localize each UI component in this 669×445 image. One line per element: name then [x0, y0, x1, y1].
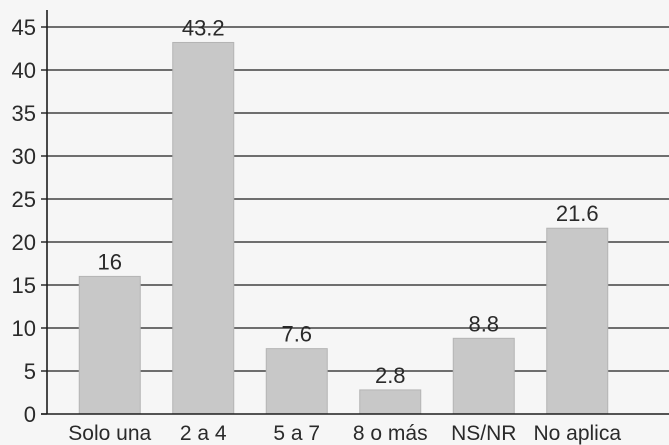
- data-labels: 16 43.2 7.6 2.8 8.8 21.6: [98, 15, 599, 387]
- y-tick-label: 25: [12, 187, 36, 212]
- data-label: 21.6: [556, 201, 599, 226]
- y-tick-label: 35: [12, 101, 36, 126]
- data-label: 2.8: [375, 363, 406, 388]
- y-tick-label: 5: [24, 359, 36, 384]
- y-tick-label: 10: [12, 316, 36, 341]
- bar-1: [172, 41, 235, 415]
- y-tick-label: 15: [12, 273, 36, 298]
- gridlines: [47, 26, 669, 372]
- y-tick-label: 20: [12, 230, 36, 255]
- x-category-label: 2 a 4: [180, 422, 227, 445]
- data-label: 16: [98, 249, 122, 274]
- data-label: 8.8: [468, 311, 499, 336]
- data-label: 43.2: [182, 15, 225, 40]
- x-category-label: 5 a 7: [273, 422, 320, 445]
- data-label: 7.6: [281, 322, 312, 347]
- bar-3: [359, 389, 422, 415]
- bar-0: [78, 275, 141, 415]
- x-category-label: 8 o más: [353, 422, 428, 445]
- y-tick-label: 0: [24, 402, 36, 427]
- y-tick-label: 40: [12, 58, 36, 83]
- y-tick-label: 30: [12, 144, 36, 169]
- bar-5: [546, 227, 609, 415]
- x-category-label: No aplica: [533, 422, 621, 445]
- y-tick-labels: 0 5 10 15 20 25 30 35 40 45: [12, 15, 47, 427]
- x-category-label: Solo una: [68, 422, 151, 445]
- y-tick-label: 45: [12, 15, 36, 40]
- bar-2: [265, 348, 328, 415]
- bars: [78, 41, 609, 415]
- bar-4: [452, 337, 515, 415]
- axes: [41, 10, 669, 415]
- x-category-labels: Solo una 2 a 4 5 a 7 8 o más NS/NR No aplica: [68, 422, 621, 445]
- x-category-label: NS/NR: [451, 422, 516, 445]
